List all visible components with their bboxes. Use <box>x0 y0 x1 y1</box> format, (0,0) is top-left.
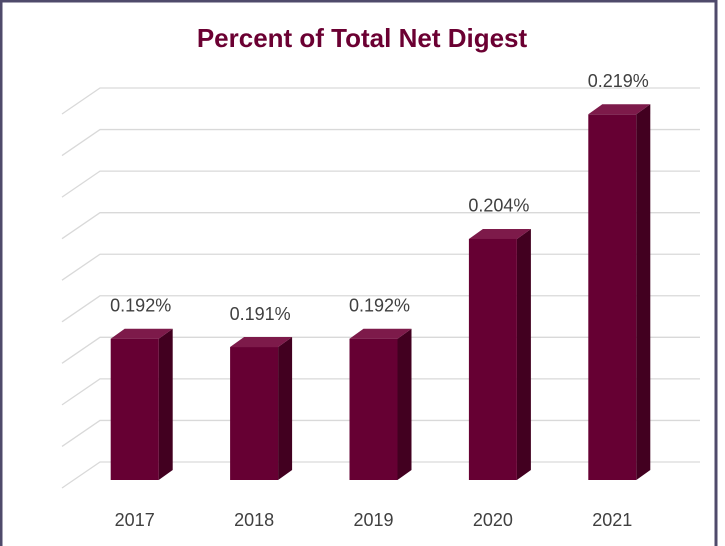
bar <box>110 338 159 480</box>
grid-line <box>61 128 700 157</box>
bar-top <box>230 337 293 348</box>
grid-line <box>61 212 700 240</box>
data-label: 0.192% <box>349 295 410 315</box>
bar-side <box>278 337 293 480</box>
bar-side <box>516 228 531 480</box>
bar-top <box>349 328 412 339</box>
bar-side <box>158 328 173 480</box>
x-tick-label: 2018 <box>234 510 274 530</box>
bar-top <box>588 104 651 115</box>
data-label: 0.219% <box>588 71 649 91</box>
data-label: 0.192% <box>110 295 171 315</box>
chart-title: Percent of Total Net Digest <box>197 23 528 53</box>
bar <box>230 347 279 480</box>
x-tick-label: 2017 <box>115 510 155 530</box>
x-tick-label: 2019 <box>353 510 393 530</box>
data-label: 0.204% <box>468 196 529 216</box>
grid-line <box>61 170 700 198</box>
bar <box>349 338 398 480</box>
bar-top <box>110 328 173 339</box>
bar-side <box>636 104 651 481</box>
bar-top <box>468 228 531 239</box>
x-tick-label: 2021 <box>592 510 632 530</box>
bar-side <box>397 328 412 480</box>
bar <box>468 238 517 480</box>
data-label: 0.191% <box>230 304 291 324</box>
x-tick-label: 2020 <box>473 510 513 530</box>
grid-line <box>61 87 700 115</box>
bar <box>588 114 637 481</box>
